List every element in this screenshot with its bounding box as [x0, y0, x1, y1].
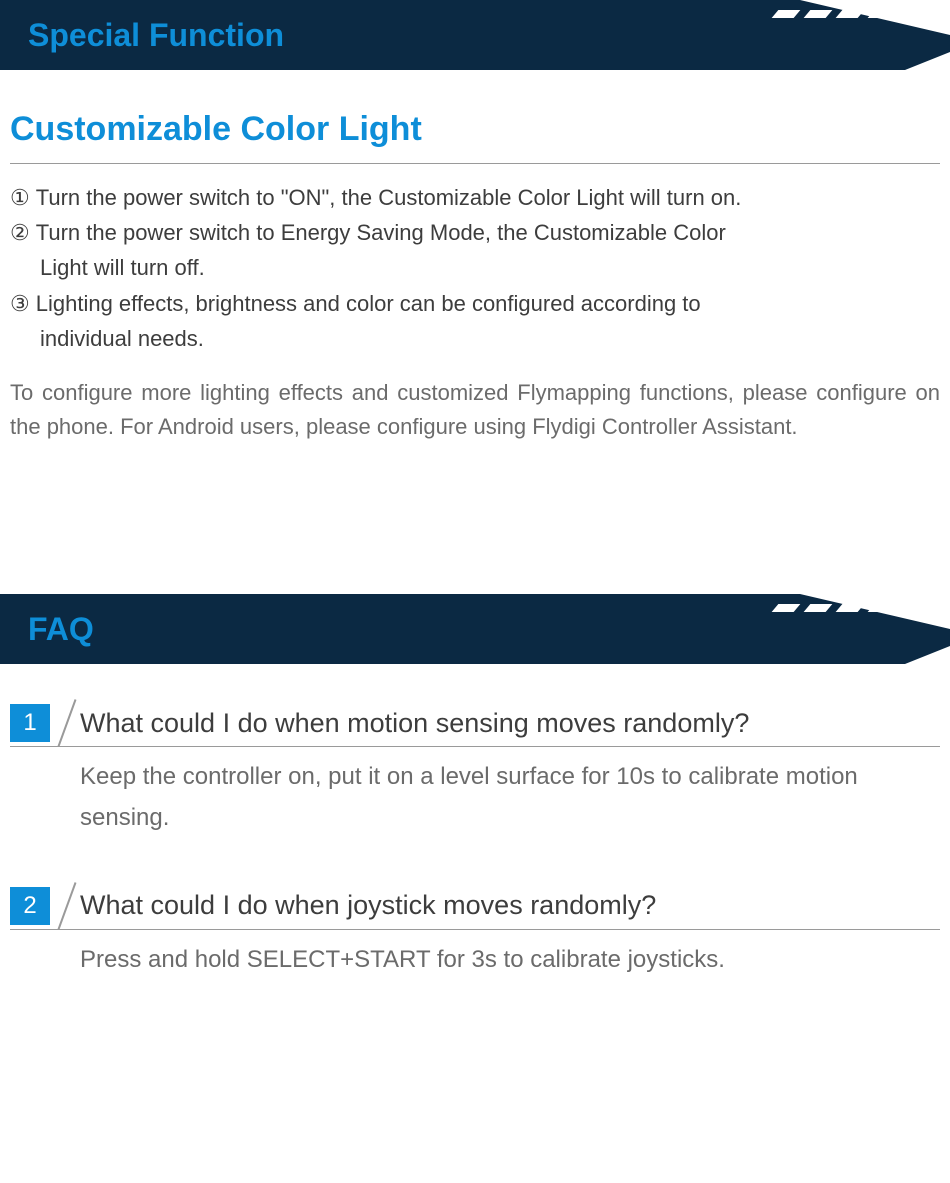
header-title: FAQ — [28, 611, 94, 648]
spacer — [0, 444, 950, 594]
faq-item-1: 1 What could I do when motion sensing mo… — [10, 704, 940, 839]
step-2-cont: Light will turn off. — [10, 250, 940, 285]
color-light-section: Customizable Color Light ① Turn the powe… — [0, 70, 950, 444]
step-marker: ③ — [10, 286, 30, 321]
faq-answer: Press and hold SELECT+START for 3s to ca… — [10, 940, 940, 981]
faq-answer: Keep the controller on, put it on a leve… — [10, 757, 940, 839]
faq-question: What could I do when motion sensing move… — [80, 708, 749, 739]
faq-number: 1 — [23, 709, 36, 737]
special-function-header: Special Function — [0, 0, 950, 70]
faq-question-row: 1 What could I do when motion sensing mo… — [10, 704, 940, 747]
section-divider — [10, 163, 940, 164]
slash-icon — [58, 882, 77, 930]
faq-item-2: 2 What could I do when joystick moves ra… — [10, 887, 940, 981]
faq-content: 1 What could I do when motion sensing mo… — [0, 664, 950, 980]
section-title: Customizable Color Light — [10, 110, 940, 149]
section-description: To configure more lighting effects and c… — [10, 376, 940, 444]
step-marker: ② — [10, 215, 30, 250]
header-wedge-icon — [905, 48, 950, 70]
faq-header: FAQ — [0, 594, 950, 664]
header-wedge-icon — [905, 642, 950, 664]
faq-number-badge: 1 — [10, 704, 50, 742]
step-text: Turn the power switch to Energy Saving M… — [36, 215, 726, 250]
faq-question-row: 2 What could I do when joystick moves ra… — [10, 887, 940, 930]
step-marker: ① — [10, 180, 30, 215]
slash-icon — [58, 699, 77, 747]
step-text: Turn the power switch to "ON", the Custo… — [36, 180, 742, 215]
header-slashes-icon — [775, 10, 925, 18]
step-2: ② Turn the power switch to Energy Saving… — [10, 215, 940, 250]
faq-number-badge: 2 — [10, 887, 50, 925]
step-3-cont: individual needs. — [10, 321, 940, 356]
step-1: ① Turn the power switch to "ON", the Cus… — [10, 180, 940, 215]
step-3: ③ Lighting effects, brightness and color… — [10, 286, 940, 321]
header-title: Special Function — [28, 17, 284, 54]
faq-number: 2 — [23, 892, 36, 920]
faq-question: What could I do when joystick moves rand… — [80, 890, 656, 921]
steps-list: ① Turn the power switch to "ON", the Cus… — [10, 180, 940, 356]
step-text: Lighting effects, brightness and color c… — [36, 286, 701, 321]
header-slashes-icon — [775, 604, 925, 612]
